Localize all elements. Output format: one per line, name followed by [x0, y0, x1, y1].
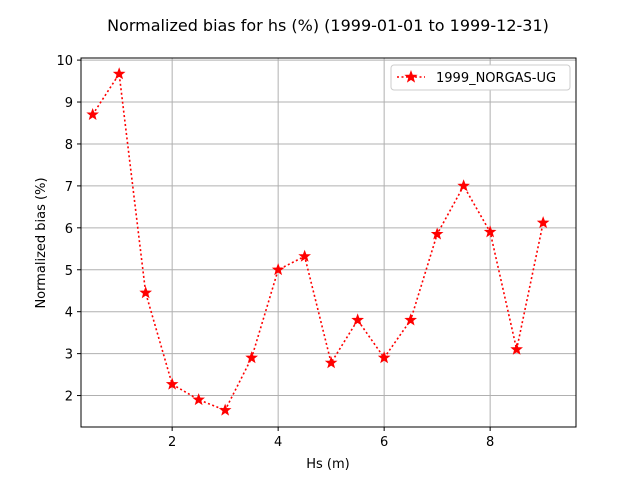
y-axis-title: Normalized bias (%): [34, 177, 49, 308]
x-tick-label: 4: [274, 435, 282, 450]
data-point-marker: [165, 377, 179, 390]
data-point-marker: [271, 263, 285, 276]
x-tick-label: 8: [486, 435, 494, 450]
series-layer: [86, 67, 550, 416]
data-point-marker: [298, 249, 311, 262]
data-point-marker: [112, 67, 126, 80]
y-tick-label: 4: [65, 306, 73, 321]
legend-box: [390, 64, 571, 91]
grid: [81, 58, 576, 427]
legend: 1999_NORGAS-UG: [390, 64, 571, 91]
plot-frame: [80, 57, 577, 428]
series-line: [91, 71, 544, 412]
data-point-marker: [457, 179, 470, 192]
chart-title: Normalized bias for hs (%) (1999-01-01 t…: [107, 16, 549, 35]
y-tick-label: 7: [65, 180, 73, 195]
data-point-marker: [245, 351, 258, 364]
data-point-marker: [218, 403, 232, 416]
x-tick-label: 6: [380, 435, 388, 450]
data-point-marker: [377, 351, 391, 364]
data-point-marker: [430, 227, 444, 240]
y-tick-label: 6: [65, 222, 73, 237]
y-tick-label: 5: [65, 264, 73, 279]
legend-star-marker: [404, 70, 418, 83]
data-point-marker: [351, 313, 364, 326]
data-point-marker: [510, 342, 523, 355]
y-tick-label: 2: [65, 390, 73, 405]
data-point-marker: [536, 216, 550, 229]
legend-entry-label: 1999_NORGAS-UG: [436, 71, 556, 86]
y-tick-label: 8: [65, 138, 73, 153]
axis-ticks: 2 4 6 8 2 3 4 5 6 7 8 9 10: [56, 54, 494, 450]
y-tick-label: 3: [65, 348, 73, 363]
y-tick-label: 9: [65, 96, 73, 111]
data-point-marker: [483, 225, 497, 238]
x-axis-title: Hs (m): [306, 457, 350, 472]
x-tick-label: 2: [168, 435, 176, 450]
data-point-marker: [404, 313, 417, 326]
data-point-marker: [139, 286, 152, 299]
data-point-marker: [324, 356, 338, 369]
data-point-marker: [86, 107, 99, 120]
y-tick-label: 10: [56, 54, 73, 69]
data-point-marker: [192, 393, 205, 406]
